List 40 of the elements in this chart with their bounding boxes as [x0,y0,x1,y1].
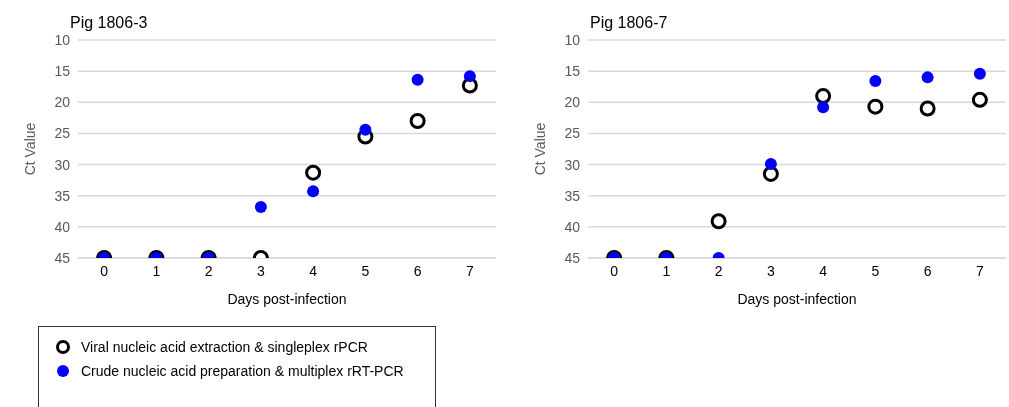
x-tick-label: 1 [662,262,671,279]
x-tick-label: 3 [256,262,265,279]
chart-title: Pig 1806-3 [70,14,148,32]
y-tick-label: 10 [54,31,71,48]
x-tick-label: 4 [309,262,318,279]
y-tick-label: 45 [564,249,581,266]
x-tick-label: 5 [871,262,880,279]
x-tick-label: 6 [413,262,422,279]
x-tick-label: 7 [465,262,474,279]
y-axis-title: Ct Value [21,122,38,176]
x-axis-title: Days post-infection [227,291,347,307]
y-tick-label: 20 [54,94,71,111]
x-tick-label: 0 [100,262,109,279]
y-axis-title: Ct Value [531,122,548,176]
y-tick-label: 35 [564,187,581,204]
y-tick-label: 15 [54,63,71,80]
y-tick-label: 35 [54,187,71,204]
x-tick-label: 4 [819,262,828,279]
x-tick-label: 2 [714,262,723,279]
x-tick-label: 0 [610,262,619,279]
x-tick-label: 7 [975,262,984,279]
y-tick-label: 25 [54,125,71,142]
y-tick-label: 10 [564,31,581,48]
x-tick-label: 1 [152,262,161,279]
x-tick-label: 5 [361,262,370,279]
y-tick-label: 25 [564,125,581,142]
y-tick-label: 40 [54,218,71,235]
y-tick-label: 45 [54,249,71,266]
x-tick-label: 2 [204,262,213,279]
legend-label: Viral nucleic acid extraction & singleplex rPCR [81,339,368,355]
x-axis-title: Days post-infection [737,291,857,307]
x-tick-label: 3 [766,262,775,279]
y-tick-label: 30 [54,156,71,173]
legend-label: Crude nucleic acid preparation & multiplex rRT-PCR [81,363,404,379]
y-tick-label: 15 [564,63,581,80]
chart-title: Pig 1806-7 [590,14,668,32]
y-tick-label: 40 [564,218,581,235]
y-tick-label: 30 [564,156,581,173]
y-tick-label: 20 [564,94,581,111]
x-tick-label: 6 [923,262,932,279]
